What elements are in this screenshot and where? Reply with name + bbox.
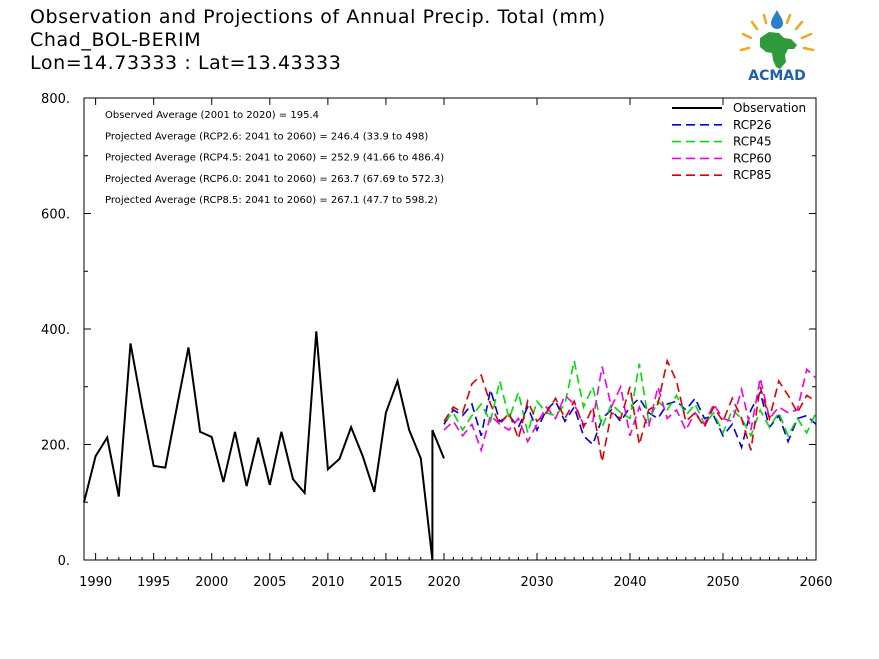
- x-tick-label: 2060: [799, 575, 832, 590]
- stat-line: Projected Average (RCP2.6: 2041 to 2060)…: [105, 131, 428, 142]
- x-tick-label: 2020: [427, 575, 460, 590]
- legend-label: RCP60: [733, 151, 772, 165]
- acmad-logo-graphic: ACMAD: [739, 10, 815, 84]
- stats-box: Observed Average (2001 to 2020) = 195.4 P…: [105, 110, 444, 206]
- axis-ticks: [84, 97, 817, 561]
- y-tick-label: 600.: [41, 208, 70, 223]
- legend-label: RCP45: [733, 135, 772, 149]
- y-tick-label: 0.: [58, 554, 70, 569]
- series-rcp85: [443, 358, 817, 462]
- x-tick-label: 2010: [311, 575, 344, 590]
- x-tick-label: 2030: [520, 575, 553, 590]
- stat-line: Projected Average (RCP4.5: 2041 to 2060)…: [105, 153, 444, 164]
- station-coordinates: Lon=14.73333 : Lat=13.43333: [30, 52, 342, 74]
- chart-title: Observation and Projections of Annual Pr…: [30, 6, 606, 28]
- x-tick-label: 2050: [706, 575, 739, 590]
- water-drop-icon: [771, 10, 783, 29]
- stat-line: Projected Average (RCP8.5: 2041 to 2060)…: [105, 195, 438, 206]
- x-tick-label: 2000: [195, 575, 228, 590]
- x-tick-label: 2015: [369, 575, 402, 590]
- legend: Observation RCP26 RCP45 RCP60 RCP85: [672, 101, 806, 182]
- acmad-logo: ACMAD: [735, 8, 819, 84]
- legend-label: RCP85: [733, 168, 772, 182]
- stat-line: Observed Average (2001 to 2020) = 195.4: [105, 110, 319, 121]
- x-axis-labels: 1990 1995 2000 2005 2010 2015 2020 2030 2040 2050…: [79, 575, 832, 590]
- africa-map-icon: [760, 32, 797, 69]
- series-rcp45: [443, 360, 817, 438]
- y-tick-label: 400.: [41, 323, 70, 338]
- legend-label: Observation: [733, 101, 806, 115]
- series-rcp60: [443, 366, 817, 453]
- chart-header: Observation and Projections of Annual Pr…: [30, 6, 606, 75]
- x-tick-label: 2040: [613, 575, 646, 590]
- x-tick-label: 1995: [137, 575, 170, 590]
- logo-text: ACMAD: [748, 68, 806, 84]
- legend-label: RCP26: [733, 118, 772, 132]
- series-layer: [83, 331, 817, 561]
- x-tick-label: 2005: [253, 575, 286, 590]
- y-axis-labels: 0. 200. 400. 600. 800.: [41, 92, 70, 569]
- y-tick-label: 800.: [41, 92, 70, 107]
- sun-rays-icon: [739, 13, 815, 52]
- y-tick-label: 200.: [41, 439, 70, 454]
- station-name: Chad_BOL-BERIM: [30, 29, 202, 51]
- plot-frame: [83, 97, 817, 561]
- series-observation: [83, 331, 445, 561]
- stat-line: Projected Average (RCP6.0: 2041 to 2060)…: [105, 174, 444, 185]
- x-tick-label: 1990: [79, 575, 112, 590]
